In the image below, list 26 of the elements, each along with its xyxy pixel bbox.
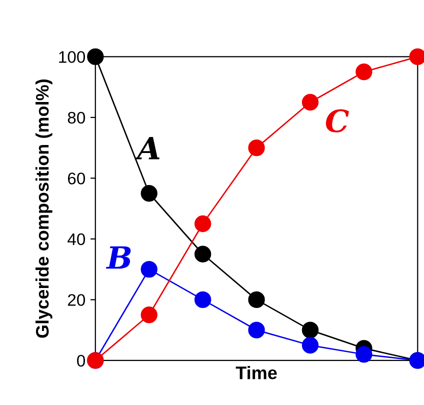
y-axis-title: Glyceride composition (mol%) xyxy=(35,80,52,338)
point xyxy=(248,291,265,308)
y-tick-label: 40 xyxy=(68,233,86,246)
y-tick-label: 20 xyxy=(68,294,86,306)
y-tick-label: 100 xyxy=(59,51,86,63)
point xyxy=(302,322,319,338)
point xyxy=(194,291,212,308)
point xyxy=(140,260,158,278)
series-label: B xyxy=(106,246,131,269)
point xyxy=(248,139,265,156)
point xyxy=(87,48,104,66)
y-tick-label: 60 xyxy=(68,172,86,184)
point xyxy=(248,322,265,338)
x-axis-title: Time xyxy=(236,366,277,380)
point xyxy=(356,346,372,363)
point xyxy=(356,64,372,80)
point xyxy=(140,185,158,202)
point xyxy=(194,246,212,262)
y-tick-label: 80 xyxy=(68,112,86,124)
series-label: C xyxy=(326,109,349,132)
point xyxy=(194,215,212,232)
point xyxy=(302,336,319,354)
series-label: A xyxy=(134,137,160,160)
point xyxy=(140,306,158,324)
y-tick-label: 0 xyxy=(77,354,86,367)
point xyxy=(302,94,319,111)
